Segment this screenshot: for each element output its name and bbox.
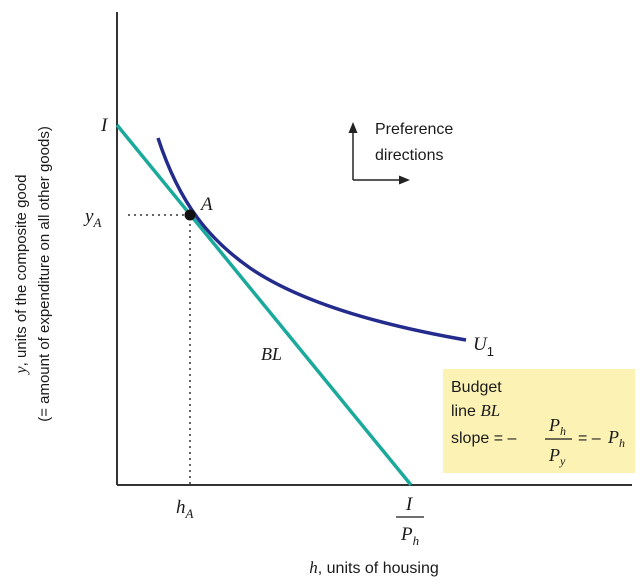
budget-info-box: Budget line BL slope = – Ph Py = – Ph bbox=[443, 369, 635, 473]
point-a-label: A bbox=[199, 194, 213, 215]
ha-label: hA bbox=[176, 497, 194, 521]
tangency-point-a bbox=[184, 209, 196, 221]
svg-text:(= amount of expenditure on al: (= amount of expenditure on all other go… bbox=[36, 126, 53, 422]
preference-arrows bbox=[352, 128, 406, 181]
svg-text:line BL: line BL bbox=[451, 401, 500, 420]
x-intercept-label: I Ph bbox=[396, 494, 424, 548]
svg-text:y, units of the composite good: y, units of the composite good bbox=[13, 175, 30, 376]
svg-text:slope = –: slope = – bbox=[451, 430, 516, 447]
indifference-curve-u1 bbox=[156, 137, 467, 342]
svg-text:Ph: Ph bbox=[548, 415, 566, 438]
svg-text:= –: = – bbox=[578, 430, 601, 447]
ya-label: yA bbox=[83, 206, 101, 230]
arrow-right-head bbox=[399, 175, 410, 185]
y-intercept-label: I bbox=[100, 115, 109, 136]
u1-label: U1 bbox=[473, 334, 494, 359]
budget-line-label: BL bbox=[261, 344, 282, 364]
arrow-up-head bbox=[348, 122, 358, 133]
svg-text:Budget: Budget bbox=[451, 379, 502, 396]
preference-label-line1: Preference bbox=[375, 121, 453, 138]
svg-text:I: I bbox=[405, 494, 414, 515]
x-axis-label: h, units of housing bbox=[309, 558, 438, 577]
y-axis-label: y, units of the composite good (= amount… bbox=[13, 126, 53, 422]
svg-text:Ph: Ph bbox=[607, 427, 625, 450]
preference-label-line2: directions bbox=[375, 147, 443, 164]
svg-text:Ph: Ph bbox=[400, 524, 419, 548]
svg-text:Py: Py bbox=[548, 445, 566, 468]
budget-line bbox=[115, 123, 413, 487]
